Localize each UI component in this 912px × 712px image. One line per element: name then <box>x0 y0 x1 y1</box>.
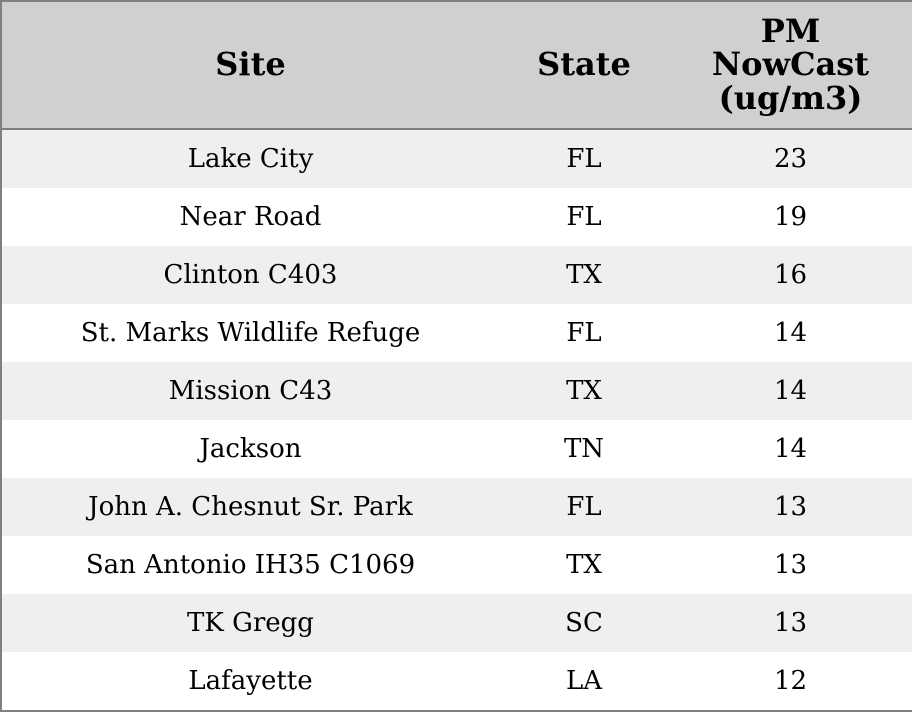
table-cell: 14 <box>669 362 912 420</box>
table-row: Jackson TN 14 <box>1 420 912 478</box>
table-cell: St. Marks Wildlife Refuge <box>1 304 499 362</box>
table-row: John A. Chesnut Sr. Park FL 13 <box>1 478 912 536</box>
table-cell: FL <box>499 129 669 188</box>
table-cell: FL <box>499 304 669 362</box>
table-cell: TN <box>499 420 669 478</box>
table-row: Clinton C403 TX 16 <box>1 246 912 304</box>
table-cell: 23 <box>669 129 912 188</box>
column-header: State <box>499 1 669 130</box>
table-cell: 19 <box>669 188 912 246</box>
table-cell: Clinton C403 <box>1 246 499 304</box>
table-cell: TX <box>499 362 669 420</box>
table-cell: 13 <box>669 594 912 652</box>
column-header-text: Site <box>215 45 286 84</box>
table-cell: John A. Chesnut Sr. Park <box>1 478 499 536</box>
table-cell: 13 <box>669 478 912 536</box>
table-cell: TX <box>499 536 669 594</box>
table-cell: LA <box>499 652 669 711</box>
table-cell: SC <box>499 594 669 652</box>
column-header: Site <box>1 1 499 130</box>
table-row: Lafayette LA 12 <box>1 652 912 711</box>
table-cell: 13 <box>669 536 912 594</box>
table-cell: Lafayette <box>1 652 499 711</box>
table-row: San Antonio IH35 C1069 TX 13 <box>1 536 912 594</box>
table-cell: 14 <box>669 304 912 362</box>
table-cell: Near Road <box>1 188 499 246</box>
table-cell: 16 <box>669 246 912 304</box>
table-cell: 12 <box>669 652 912 711</box>
column-header-text: PM NowCast (ug/m3) <box>711 11 870 117</box>
table-cell: TK Gregg <box>1 594 499 652</box>
table-row: Mission C43 TX 14 <box>1 362 912 420</box>
table-cell: Jackson <box>1 420 499 478</box>
table-cell: TX <box>499 246 669 304</box>
header-row: Site State PM NowCast (ug/m3) <box>1 1 912 130</box>
table-cell: 14 <box>669 420 912 478</box>
table-body: Lake City FL 23 Near Road FL 19 Clinton C403 TX… <box>1 129 912 711</box>
table-cell: Mission C43 <box>1 362 499 420</box>
table-row: TK Gregg SC 13 <box>1 594 912 652</box>
table-cell: San Antonio IH35 C1069 <box>1 536 499 594</box>
table-cell: Lake City <box>1 129 499 188</box>
table-cell: FL <box>499 188 669 246</box>
table-row: Lake City FL 23 <box>1 129 912 188</box>
table-row: Near Road FL 19 <box>1 188 912 246</box>
table-row: St. Marks Wildlife Refuge FL 14 <box>1 304 912 362</box>
column-header-text: State <box>537 45 631 84</box>
column-header: PM NowCast (ug/m3) <box>669 1 912 130</box>
table-cell: FL <box>499 478 669 536</box>
